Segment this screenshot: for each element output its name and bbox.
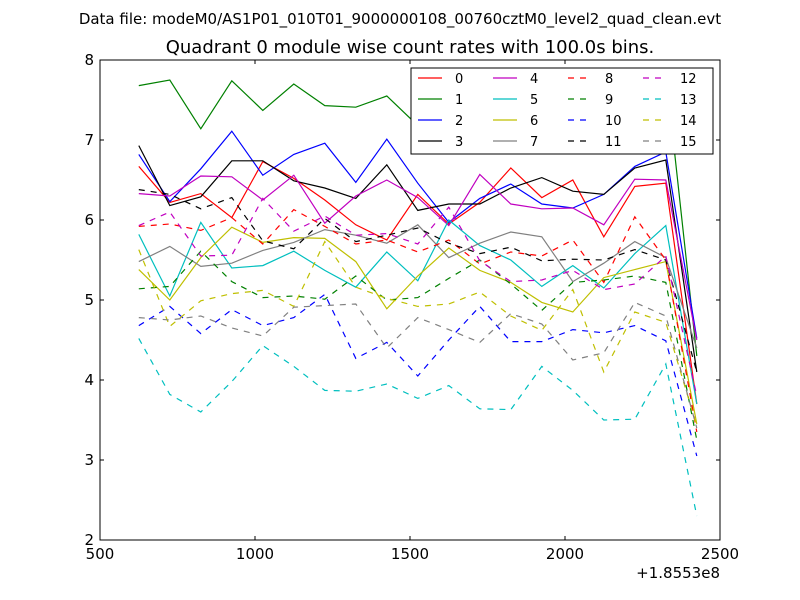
legend-label-15: 15 [680,135,697,150]
series-line-13 [138,338,698,517]
legend-label-2: 2 [455,114,463,129]
series-line-15 [138,301,698,429]
legend-label-9: 9 [605,93,613,108]
legend-label-10: 10 [605,114,622,129]
axis-ticks: 500 1000 1500 2000 2500 2 3 4 5 6 7 8 [84,51,739,563]
y-tick-label: 3 [84,451,94,469]
x-tick-label: 2500 [701,545,739,563]
series-line-11 [138,189,698,373]
y-tick-label: 8 [84,51,94,69]
x-tick-label: 500 [86,545,115,563]
series-line-14 [138,240,698,427]
legend-label-8: 8 [605,72,613,87]
x-tick-label: 2000 [546,545,584,563]
series-line-7 [138,224,698,349]
legend-label-7: 7 [530,135,538,150]
suptitle: Data file: modeM0/AS1P01_010T01_90000001… [79,10,721,29]
series-line-2 [138,130,698,339]
series-line-4 [138,173,698,341]
series-line-8 [138,208,698,433]
y-tick-label: 6 [84,211,94,229]
series-line-10 [138,293,698,457]
series-line-9 [138,250,698,441]
y-tick-label: 7 [84,131,94,149]
series-line-5 [138,219,698,405]
legend-label-0: 0 [455,72,463,87]
legend-label-5: 5 [530,93,538,108]
legend-label-4: 4 [530,72,538,87]
series-line-3 [138,145,698,373]
legend-label-1: 1 [455,93,463,108]
legend-label-11: 11 [605,135,622,150]
y-tick-label: 2 [84,531,94,549]
y-tick-label: 5 [84,291,94,309]
x-offset-label: +1.8553e8 [636,564,720,582]
legend-label-13: 13 [680,93,697,108]
y-tick-label: 4 [84,371,94,389]
legend-label-3: 3 [455,135,463,150]
series-line-12 [138,197,698,397]
x-tick-label: 1000 [236,545,274,563]
legend-label-6: 6 [530,114,538,129]
legend-label-12: 12 [680,72,697,87]
legend-label-14: 14 [680,114,697,129]
series-line-6 [138,226,698,425]
chart-title: Quadrant 0 module wise count rates with … [166,37,655,58]
x-tick-label: 1500 [391,545,429,563]
plot-area [138,71,698,517]
legend-frame [410,67,714,155]
